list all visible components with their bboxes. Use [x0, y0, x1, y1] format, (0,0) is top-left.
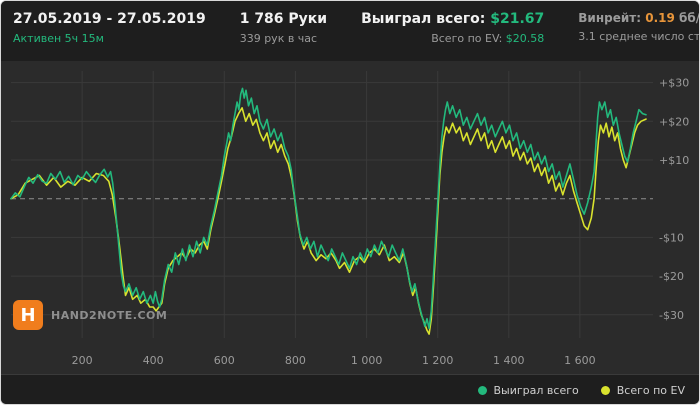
won-total-value: $21.67 [490, 11, 545, 27]
won-total-line: Выиграл всего: $21.67 [361, 11, 544, 27]
winrate-value: 0.19 [645, 11, 675, 25]
winrate-label: Винрейт: [578, 11, 642, 25]
avg-tables: 3.1 среднее число столов [578, 30, 700, 43]
results-chart[interactable]: 200 400 600 800 1 000 1 200 1 400 1 600 +$30 +$20… [1, 61, 699, 374]
svg-text:+$30: +$30 [659, 77, 689, 90]
legend-item-ev-total[interactable]: Всего по EV [600, 384, 685, 397]
svg-text:800: 800 [285, 354, 306, 367]
chart-legend: Выиграл всего Всего по EV [1, 374, 699, 404]
legend-dot [600, 386, 610, 395]
hands-block: 1 786 Руки 339 рук в час [240, 11, 327, 45]
svg-text:1 600: 1 600 [564, 354, 596, 367]
svg-text:600: 600 [214, 354, 235, 367]
active-time: Активен 5ч 15м [13, 32, 104, 45]
svg-text:-$30: -$30 [659, 309, 684, 322]
legend-label: Выиграл всего [493, 384, 579, 397]
ev-total-label: Всего по EV: [431, 32, 503, 45]
legend-item-won-total[interactable]: Выиграл всего [477, 384, 579, 397]
svg-text:-$20: -$20 [659, 270, 684, 283]
ev-total-line: Всего по EV: $20.58 [361, 32, 544, 45]
svg-text:400: 400 [143, 354, 164, 367]
winrate-line: Винрейт: 0.19 бб/100 [578, 11, 700, 25]
winrate-units: бб/100 [679, 11, 700, 25]
results-chart-svg[interactable]: 200 400 600 800 1 000 1 200 1 400 1 600 +$30 +$20… [1, 61, 699, 374]
svg-text:1 200: 1 200 [422, 354, 454, 367]
svg-text:-$10: -$10 [659, 231, 684, 244]
svg-text:+$20: +$20 [659, 115, 689, 128]
won-total-label: Выиграл всего: [361, 11, 486, 27]
svg-text:200: 200 [72, 354, 93, 367]
svg-text:1 000: 1 000 [351, 354, 383, 367]
hands-per-hour: 339 рук в час [239, 32, 318, 45]
legend-label: Всего по EV [616, 384, 685, 397]
svg-text:1 400: 1 400 [493, 354, 525, 367]
legend-dot [477, 386, 487, 395]
svg-text:+$10: +$10 [659, 154, 689, 167]
winnings-block: Выиграл всего: $21.67 Всего по EV: $20.5… [361, 11, 544, 45]
ev-total-value: $20.58 [505, 32, 545, 45]
date-range-block: 27.05.2019 - 27.05.2019 Активен 5ч 15м [13, 11, 206, 45]
date-range: 27.05.2019 - 27.05.2019 [13, 11, 206, 27]
winrate-block: Винрейт: 0.19 бб/100 3.1 среднее число с… [578, 11, 700, 43]
session-stats-header: 27.05.2019 - 27.05.2019 Активен 5ч 15м 1… [1, 1, 699, 61]
hands-count: 1 786 Руки [239, 11, 328, 27]
